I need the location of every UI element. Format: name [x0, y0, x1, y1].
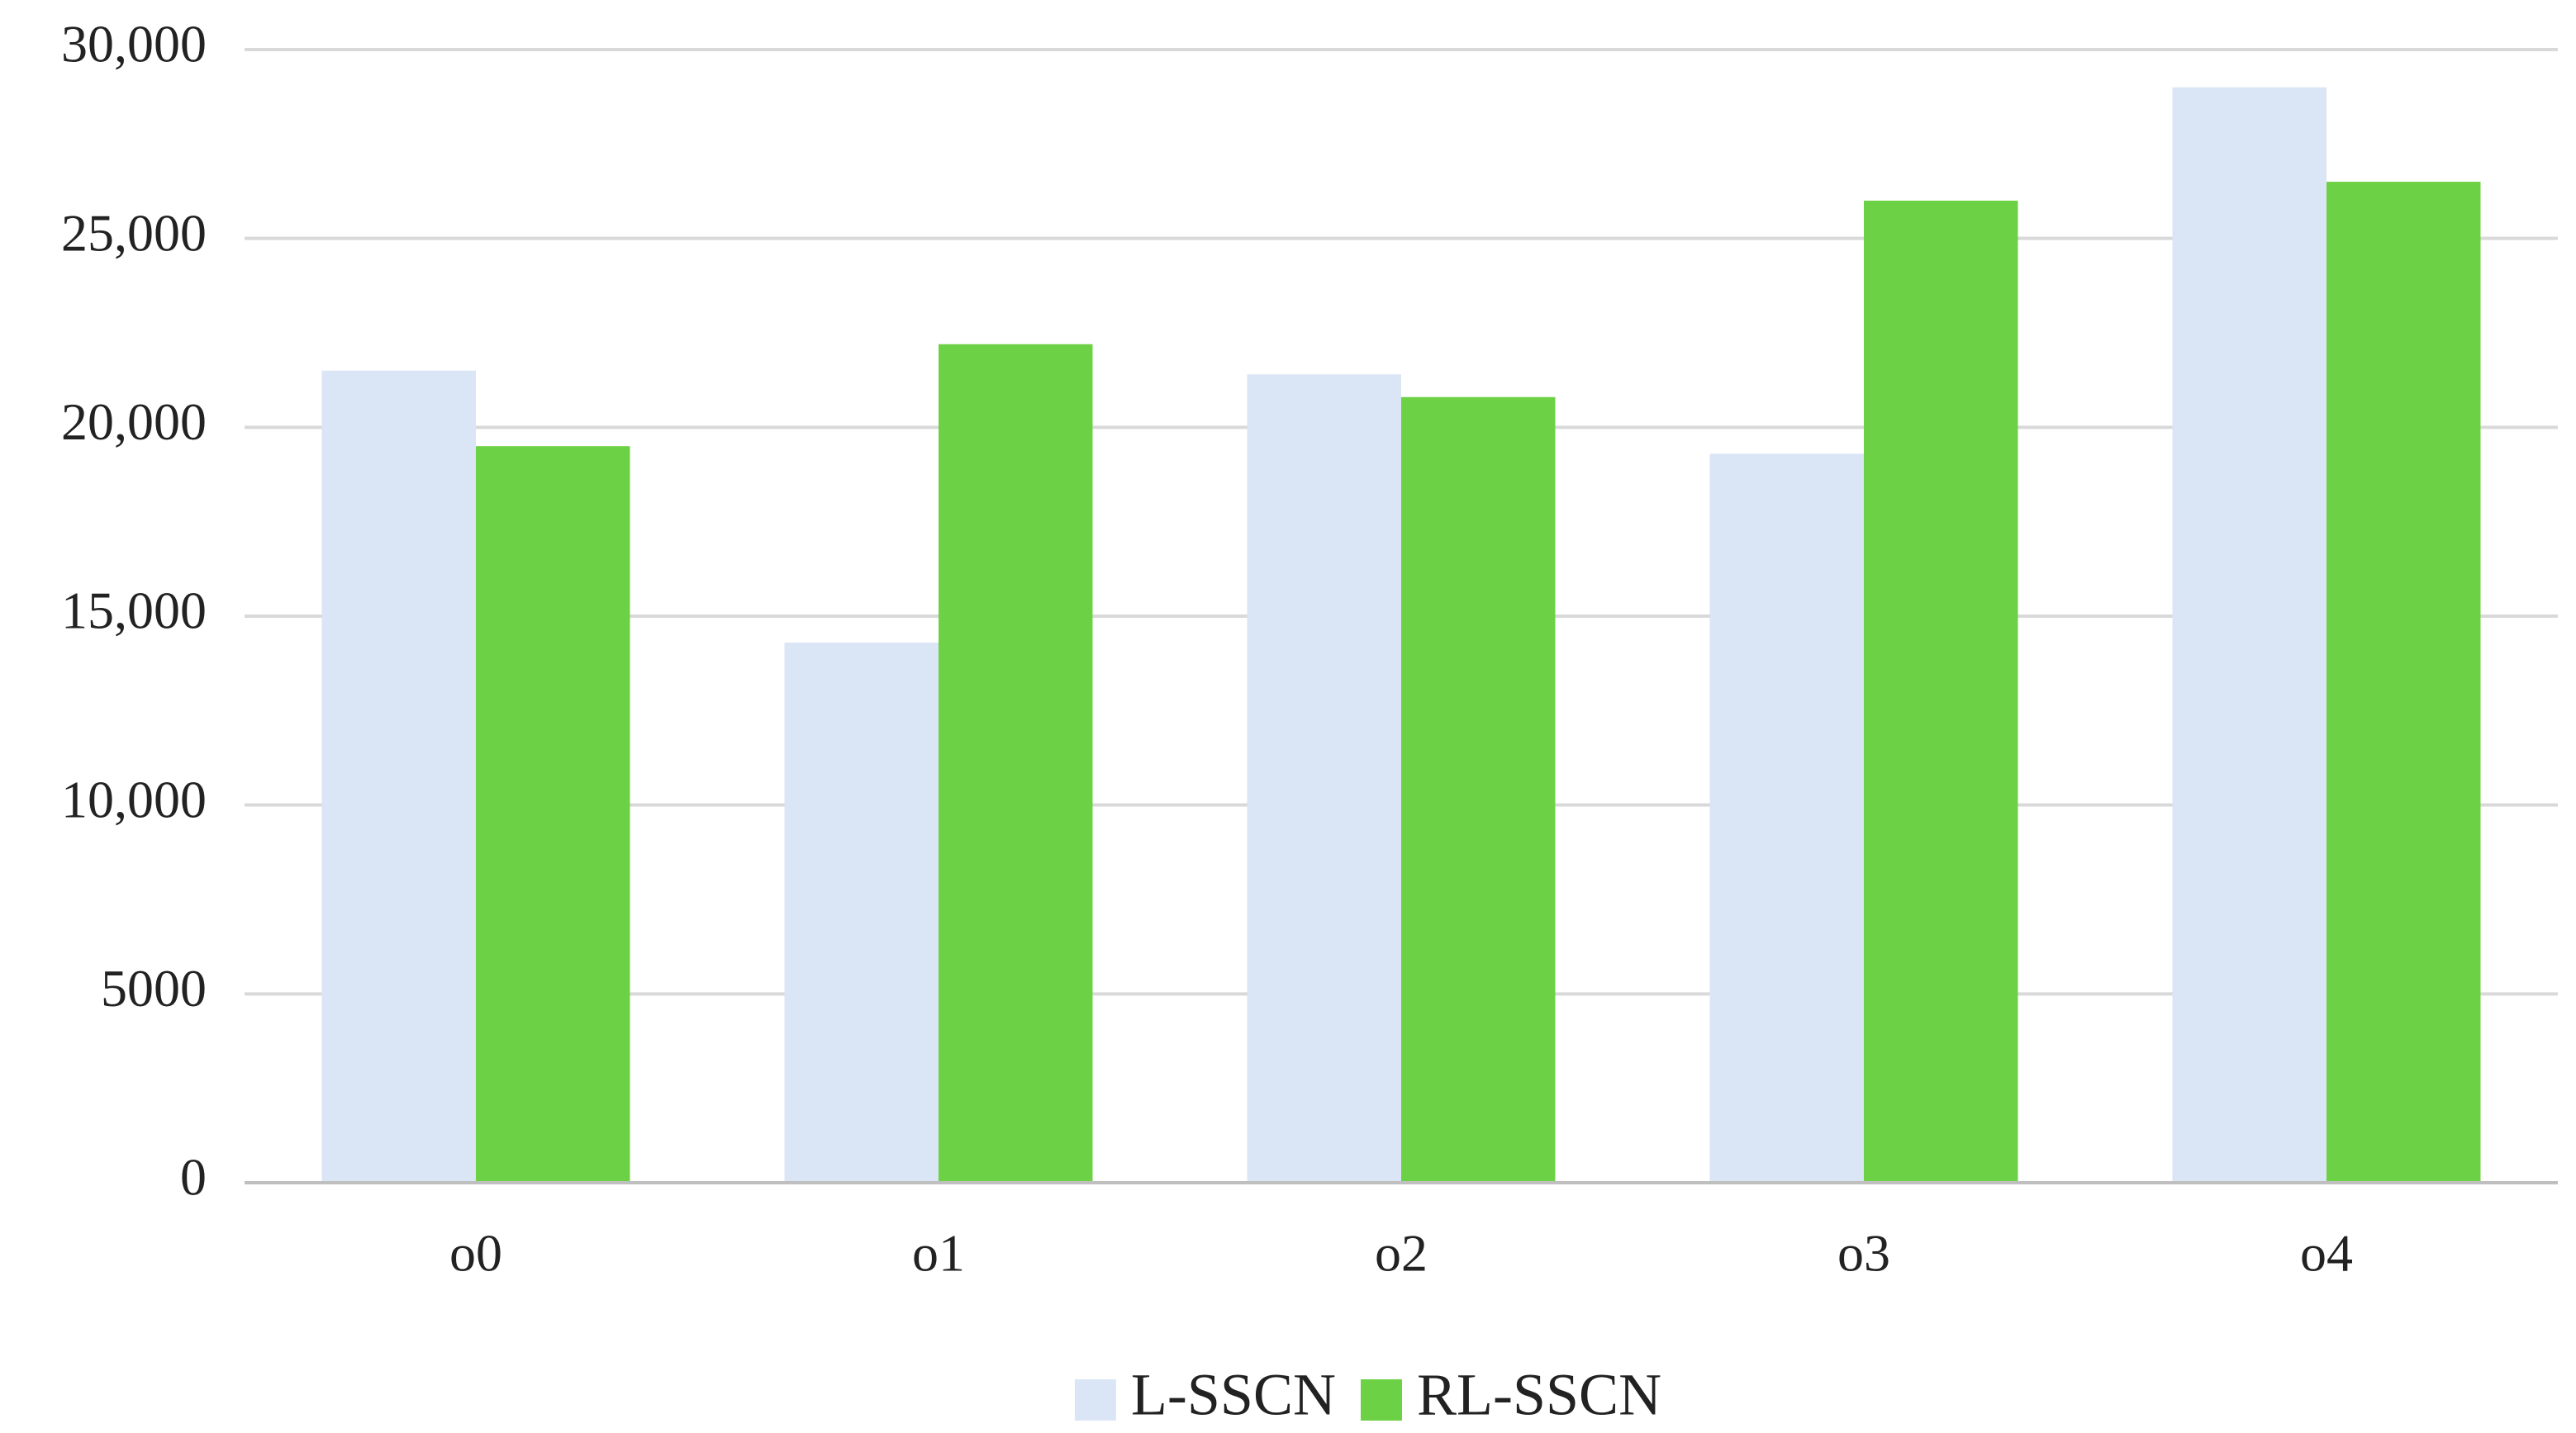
- y-tick-label: 30,000: [61, 15, 207, 74]
- bar: [939, 344, 1093, 1184]
- legend-swatch: [1360, 1379, 1402, 1421]
- bar: [321, 370, 476, 1183]
- bar: [1709, 453, 1864, 1183]
- legend-swatch: [1074, 1379, 1116, 1421]
- legend-label: L-SSCN: [1131, 1362, 1336, 1428]
- bar: [1247, 374, 1401, 1184]
- bar: [476, 446, 630, 1183]
- y-tick-label: 25,000: [61, 203, 207, 262]
- y-tick-label: 0: [180, 1148, 207, 1207]
- x-tick-label: o0: [449, 1224, 502, 1283]
- x-tick-label: o2: [1375, 1224, 1428, 1283]
- y-tick-label: 5000: [101, 959, 207, 1018]
- legend-label: RL-SSCN: [1417, 1362, 1661, 1428]
- x-tick-label: o1: [912, 1224, 965, 1283]
- y-tick-label: 10,000: [61, 770, 207, 828]
- x-tick-label: o3: [1837, 1224, 1890, 1283]
- bar: [2172, 87, 2326, 1184]
- bar: [784, 643, 939, 1183]
- bar: [2326, 182, 2481, 1184]
- bar: [1401, 396, 1556, 1183]
- bar: [1864, 200, 2018, 1183]
- y-tick-label: 15,000: [61, 581, 207, 640]
- x-tick-label: o4: [2300, 1224, 2353, 1283]
- y-tick-label: 20,000: [61, 392, 207, 451]
